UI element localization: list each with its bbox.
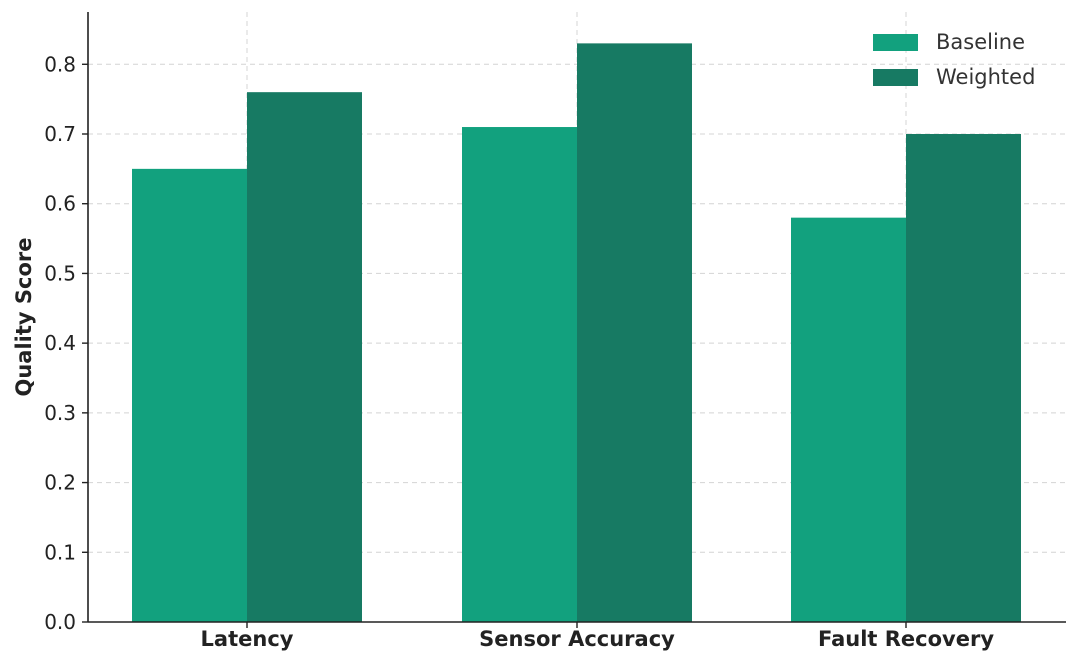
y-tick-label: 0.2 [44, 471, 76, 495]
bar-baseline-sensor-accuracy [462, 127, 577, 623]
bars [132, 43, 1021, 623]
legend-label-baseline: Baseline [936, 30, 1025, 54]
x-category-label: Sensor Accuracy [479, 627, 675, 651]
legend-swatch-baseline [873, 34, 918, 51]
y-tick-label: 0.3 [44, 401, 76, 425]
bar-weighted-sensor-accuracy [577, 43, 692, 622]
legend-swatch-weighted [873, 69, 918, 86]
y-tick-label: 0.1 [44, 540, 76, 564]
y-tick-label: 0.6 [44, 192, 76, 216]
x-category-label: Fault Recovery [818, 627, 994, 651]
bar-baseline-latency [132, 168, 247, 622]
bar-weighted-fault-recovery [906, 134, 1021, 622]
y-axis-title: Quality Score [12, 237, 36, 396]
bar-baseline-fault-recovery [791, 217, 906, 622]
legend: Baseline Weighted [873, 30, 1035, 89]
y-tick-label: 0.4 [44, 331, 76, 355]
bar-weighted-latency [247, 92, 362, 622]
y-tick-label: 0.0 [44, 610, 76, 634]
x-category-label: Latency [201, 627, 294, 651]
tick-labels: 0.0 0.1 0.2 0.3 0.4 0.5 0.6 0.7 0.8 Latency Sensor… [44, 52, 994, 651]
legend-label-weighted: Weighted [936, 65, 1035, 89]
y-tick-label: 0.8 [44, 52, 76, 76]
y-tick-label: 0.7 [44, 122, 76, 146]
y-tick-label: 0.5 [44, 261, 76, 285]
